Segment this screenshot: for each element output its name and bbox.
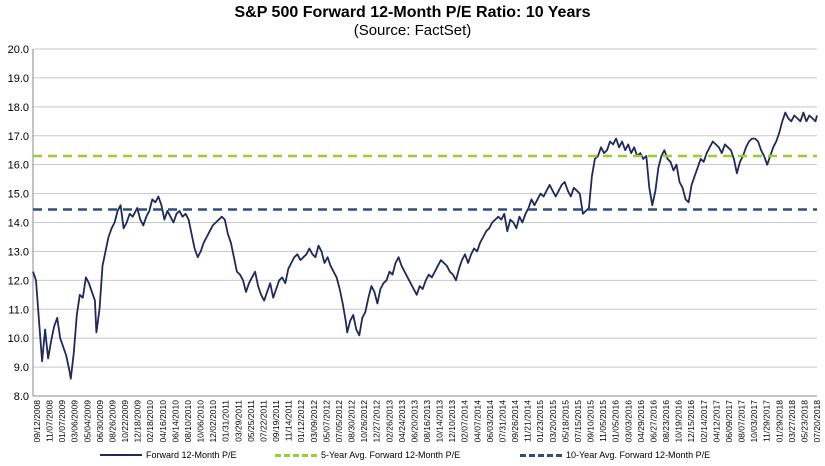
legend-label: 10-Year Avg. Forward 12-Month P/E bbox=[566, 450, 711, 460]
x-tick-label: 03/27/2018 bbox=[787, 400, 797, 443]
x-tick-label: 08/26/2009 bbox=[107, 400, 117, 443]
x-tick-label: 01/31/2011 bbox=[221, 400, 231, 442]
series-layer bbox=[32, 111, 818, 380]
y-axis-ticks: 8.0 9.0 10.0 11.0 12.0 13.0 14.0 15.0 16.0 17.0 18… bbox=[8, 44, 29, 403]
x-tick-label: 06/09/2017 bbox=[724, 400, 734, 443]
x-tick-label: 06/20/2013 bbox=[409, 400, 419, 443]
y-tick-label: 18.0 bbox=[8, 102, 29, 114]
y-tick-label: 10.0 bbox=[8, 333, 29, 345]
x-tick-label: 07/31/2014 bbox=[497, 400, 507, 443]
x-tick-label: 07/05/2012 bbox=[334, 400, 344, 443]
legend-item-5yr-avg: 5-Year Avg. Forward 12-Month P/E bbox=[275, 450, 460, 460]
x-tick-label: 07/15/2015 bbox=[573, 400, 583, 443]
x-tick-label: 02/07/2014 bbox=[460, 400, 470, 443]
x-tick-label: 10/06/2010 bbox=[196, 400, 206, 443]
legend-item-10yr-avg: 10-Year Avg. Forward 12-Month P/E bbox=[520, 450, 710, 460]
x-tick-label: 05/04/2009 bbox=[82, 400, 92, 443]
x-axis-ticks: 09/12/2008 11/07/2008 01/07/2009 03/06/2009… bbox=[32, 400, 822, 443]
chart-title: S&P 500 Forward 12-Month P/E Ratio: 10 Y… bbox=[234, 4, 591, 21]
x-tick-label: 05/07/2012 bbox=[321, 400, 331, 443]
x-tick-label: 12/15/2016 bbox=[686, 400, 696, 443]
x-tick-label: 04/29/2016 bbox=[636, 400, 646, 443]
x-tick-label: 03/09/2012 bbox=[309, 400, 319, 443]
x-tick-label: 02/14/2017 bbox=[699, 400, 709, 443]
x-tick-label: 09/19/2011 bbox=[271, 400, 281, 442]
x-tick-label: 03/03/2016 bbox=[623, 400, 633, 443]
x-tick-label: 03/20/2015 bbox=[548, 400, 558, 443]
series-line-forward-pe bbox=[32, 111, 818, 380]
x-tick-label: 05/23/2018 bbox=[799, 400, 809, 443]
x-tick-label: 08/07/2017 bbox=[737, 400, 747, 443]
chart-subtitle: (Source: FactSet) bbox=[353, 22, 472, 39]
x-tick-label: 05/18/2015 bbox=[560, 400, 570, 443]
y-tick-label: 20.0 bbox=[8, 44, 29, 56]
x-tick-label: 08/23/2016 bbox=[661, 400, 671, 443]
y-tick-label: 13.0 bbox=[8, 246, 29, 258]
x-tick-label: 06/14/2010 bbox=[170, 400, 180, 443]
x-tick-label: 04/12/2017 bbox=[711, 400, 721, 443]
legend-item-forward-pe: Forward 12-Month P/E bbox=[100, 450, 237, 460]
legend-swatch-blue-dashed bbox=[520, 453, 562, 457]
x-tick-label: 04/24/2013 bbox=[397, 400, 407, 443]
y-tick-label: 16.0 bbox=[8, 160, 29, 172]
x-tick-label: 01/07/2009 bbox=[57, 400, 67, 443]
x-tick-label: 07/22/2011 bbox=[258, 400, 268, 442]
y-tick-label: 11.0 bbox=[8, 304, 29, 316]
legend: Forward 12-Month P/E 5-Year Avg. Forward… bbox=[0, 450, 825, 464]
x-tick-label: 12/10/2013 bbox=[447, 400, 457, 443]
x-tick-label: 10/19/2016 bbox=[674, 400, 684, 443]
x-tick-label: 12/27/2012 bbox=[372, 400, 382, 443]
x-tick-label: 07/20/2018 bbox=[812, 400, 822, 443]
x-tick-label: 06/03/2014 bbox=[485, 400, 495, 443]
x-tick-label: 06/30/2009 bbox=[95, 400, 105, 443]
x-tick-label: 10/03/2017 bbox=[749, 400, 759, 443]
x-tick-label: 01/12/2012 bbox=[296, 400, 306, 443]
x-tick-label: 10/14/2013 bbox=[435, 400, 445, 443]
x-tick-label: 02/26/2013 bbox=[384, 400, 394, 443]
x-tick-label: 09/12/2008 bbox=[32, 400, 42, 443]
x-tick-label: 08/10/2010 bbox=[183, 400, 193, 443]
x-tick-label: 11/29/2017 bbox=[762, 400, 772, 442]
y-tick-label: 17.0 bbox=[8, 131, 29, 143]
x-tick-label: 12/18/2009 bbox=[133, 400, 143, 443]
x-tick-label: 11/21/2014 bbox=[523, 400, 533, 442]
legend-label: Forward 12-Month P/E bbox=[146, 450, 237, 460]
x-tick-label: 04/07/2014 bbox=[472, 400, 482, 443]
x-tick-label: 09/10/2015 bbox=[586, 400, 596, 443]
y-tick-label: 8.0 bbox=[14, 391, 29, 403]
x-tick-label: 10/22/2009 bbox=[120, 400, 130, 443]
y-tick-label: 19.0 bbox=[8, 73, 29, 85]
x-tick-label: 08/30/2012 bbox=[347, 400, 357, 443]
x-tick-label: 04/16/2010 bbox=[158, 400, 168, 443]
y-tick-label: 12.0 bbox=[8, 275, 29, 287]
y-tick-label: 9.0 bbox=[14, 362, 29, 374]
x-tick-label: 03/06/2009 bbox=[70, 400, 80, 443]
plot-axes bbox=[32, 49, 817, 397]
x-tick-label: 09/26/2014 bbox=[510, 400, 520, 443]
x-tick-label: 05/25/2011 bbox=[246, 400, 256, 442]
legend-swatch-green-dashed bbox=[275, 453, 317, 457]
legend-label: 5-Year Avg. Forward 12-Month P/E bbox=[321, 450, 461, 460]
x-tick-label: 10/26/2012 bbox=[359, 400, 369, 443]
legend-swatch-solid bbox=[100, 454, 142, 456]
x-tick-label: 03/29/2011 bbox=[233, 400, 243, 442]
x-tick-label: 08/16/2013 bbox=[422, 400, 432, 443]
y-tick-label: 14.0 bbox=[8, 218, 29, 230]
x-tick-label: 06/27/2016 bbox=[648, 400, 658, 443]
gridlines bbox=[33, 48, 817, 397]
x-tick-label: 12/02/2010 bbox=[208, 400, 218, 443]
x-tick-label: 01/29/2018 bbox=[774, 400, 784, 443]
x-tick-label: 11/14/2011 bbox=[284, 400, 294, 442]
x-tick-label: 02/18/2010 bbox=[145, 400, 155, 443]
y-tick-label: 15.0 bbox=[8, 189, 29, 201]
x-tick-label: 01/05/2016 bbox=[611, 400, 621, 443]
x-tick-label: 11/07/2008 bbox=[45, 400, 55, 442]
x-tick-label: 11/05/2015 bbox=[598, 400, 608, 442]
x-tick-label: 01/23/2015 bbox=[535, 400, 545, 443]
